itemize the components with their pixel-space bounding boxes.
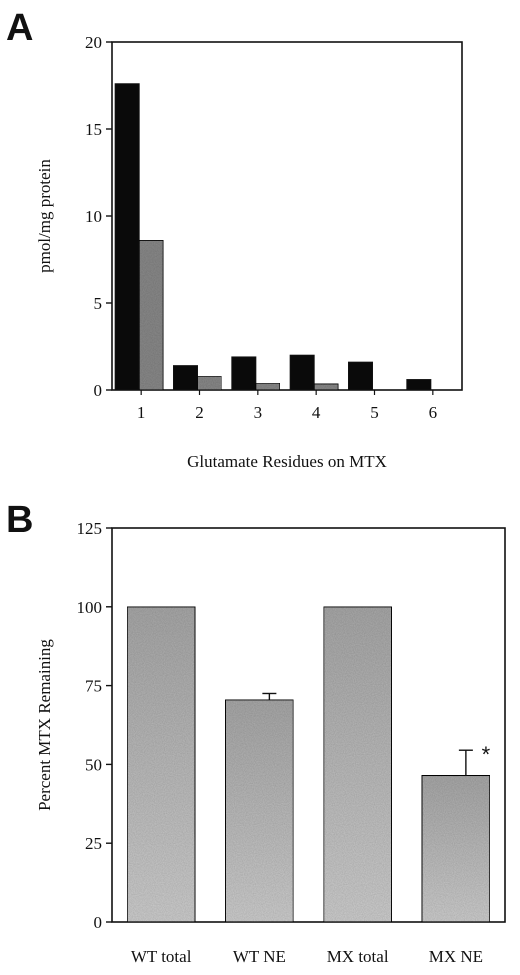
panel-a-bar-series-1 <box>348 361 373 391</box>
panel-b-y-tick-label: 0 <box>94 913 103 932</box>
panel-b-y-tick-label: 50 <box>85 755 102 774</box>
panel-a-y-tick-label: 10 <box>85 207 102 226</box>
panel-a-bar-series-1 <box>406 379 432 391</box>
panel-b-y-tick-label: 25 <box>85 834 102 853</box>
panel-b-chart: B * WT total WT NE MX total MX NE 0 25 50 75 100… <box>6 499 506 966</box>
panel-a-bar-series-1 <box>231 356 257 391</box>
panel-a-bar-series-1 <box>114 83 140 391</box>
panel-a-y-axis-title: pmol/mg protein <box>35 159 54 273</box>
panel-a-bar-series-2 <box>138 239 164 391</box>
panel-b-x-tick-label: WT total <box>131 947 192 966</box>
panel-b-plot-frame <box>111 527 506 923</box>
panel-b-bar <box>224 699 294 923</box>
panel-a-x-tick-label: 4 <box>312 403 321 422</box>
panel-a-y-tick-label: 5 <box>94 294 103 313</box>
panel-a-y-tick-label: 20 <box>85 33 102 52</box>
panel-b-significance-marker: * <box>482 742 491 767</box>
panel-a-bar-series-2 <box>313 383 339 391</box>
panel-a-y-tick-label: 15 <box>85 120 102 139</box>
panel-a-y-tick-label: 0 <box>94 381 103 400</box>
panel-b-x-tick-label: MX total <box>327 947 389 966</box>
panel-b-bar <box>421 774 491 923</box>
panel-a-x-tick-label: 6 <box>429 403 438 422</box>
panel-a-plot-frame <box>111 41 463 391</box>
panel-a-bar-series-2 <box>255 382 281 391</box>
panel-a-chart: A 1 2 3 4 5 6 0 5 10 15 20 pmol/mg protein Glutama… <box>6 7 463 471</box>
panel-b-bar <box>323 606 393 923</box>
panel-a-x-tick-label: 3 <box>254 403 263 422</box>
panel-b-x-tick-label: MX NE <box>429 947 483 966</box>
panel-a-bar-series-1 <box>173 365 198 391</box>
panel-a-x-tick-label: 1 <box>137 403 146 422</box>
panel-b-letter: B <box>6 499 33 541</box>
panel-a-bar-series-2 <box>197 375 222 391</box>
panel-b-y-tick-label: 125 <box>77 519 103 538</box>
panel-a-letter: A <box>6 7 33 49</box>
panel-b-x-tick-label: WT NE <box>233 947 286 966</box>
panel-b-y-tick-label: 75 <box>85 677 102 696</box>
panel-b-y-axis-title: Percent MTX Remaining <box>35 639 54 811</box>
panel-a-x-axis-title: Glutamate Residues on MTX <box>187 452 387 471</box>
panel-a-bar-series-1 <box>289 354 315 391</box>
panel-b-y-tick-label: 100 <box>77 598 103 617</box>
panel-a-x-tick-label: 2 <box>195 403 204 422</box>
panel-a-x-tick-label: 5 <box>370 403 379 422</box>
panel-b-bar <box>126 606 196 923</box>
